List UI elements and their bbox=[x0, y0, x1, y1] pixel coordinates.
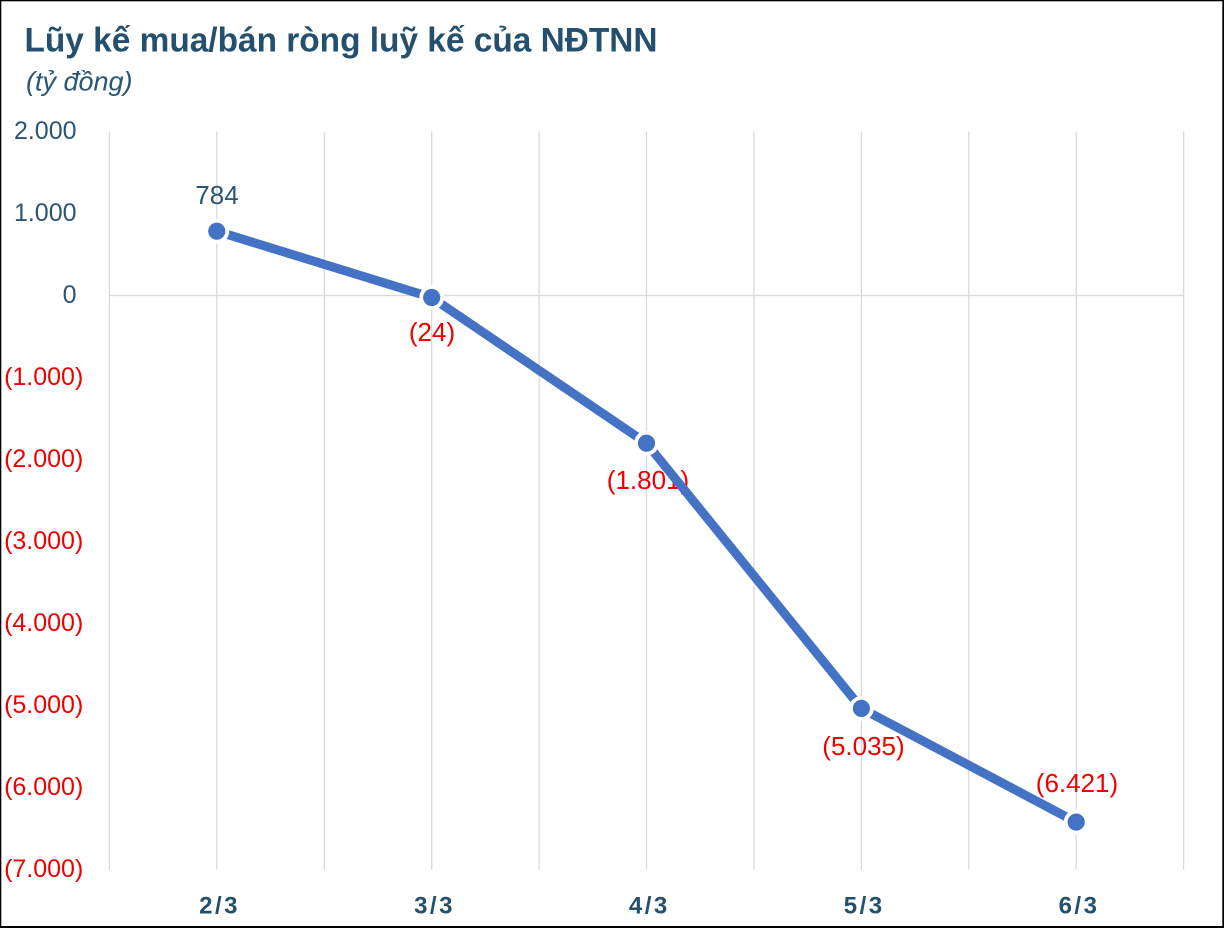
svg-text:784: 784 bbox=[195, 180, 238, 210]
svg-text:1.000: 1.000 bbox=[14, 199, 77, 227]
svg-text:Lũy kế mua/bán ròng luỹ kế của: Lũy kế mua/bán ròng luỹ kế của NĐTNN bbox=[25, 22, 658, 60]
svg-text:(tỷ đồng): (tỷ đồng) bbox=[26, 67, 133, 97]
svg-text:0: 0 bbox=[63, 281, 77, 309]
svg-text:5/3: 5/3 bbox=[844, 893, 885, 920]
svg-text:(3.000): (3.000) bbox=[4, 527, 83, 555]
svg-text:(6.000): (6.000) bbox=[4, 773, 83, 801]
svg-text:(6.421): (6.421) bbox=[1036, 768, 1118, 798]
svg-text:3/3: 3/3 bbox=[414, 893, 455, 920]
svg-text:(24): (24) bbox=[409, 317, 455, 347]
svg-text:(1.000): (1.000) bbox=[4, 363, 83, 391]
svg-text:(2.000): (2.000) bbox=[4, 445, 83, 473]
svg-text:(5.035): (5.035) bbox=[822, 731, 904, 761]
svg-text:6/3: 6/3 bbox=[1059, 893, 1100, 920]
svg-text:2/3: 2/3 bbox=[199, 893, 240, 920]
svg-text:(7.000): (7.000) bbox=[4, 855, 83, 883]
svg-text:(5.000): (5.000) bbox=[4, 691, 83, 719]
svg-text:(4.000): (4.000) bbox=[4, 609, 83, 637]
svg-text:2.000: 2.000 bbox=[14, 117, 77, 145]
svg-text:4/3: 4/3 bbox=[629, 893, 670, 920]
